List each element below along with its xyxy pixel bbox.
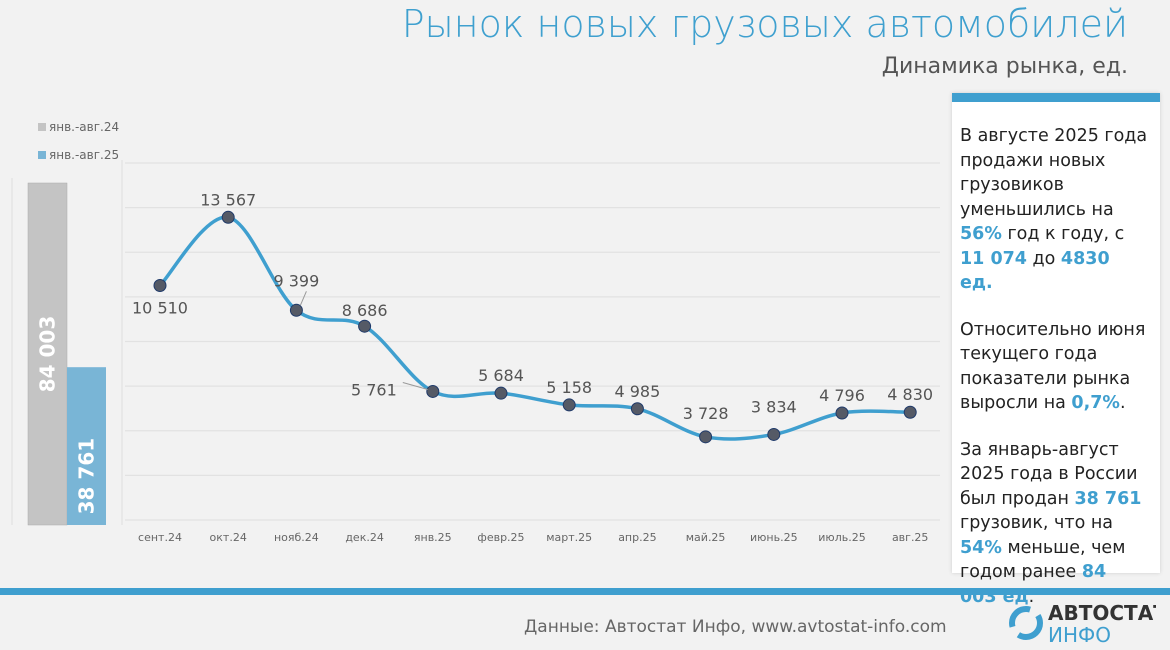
data-point (835, 406, 849, 420)
summary-text: меньше, чем годом ранее (960, 537, 1126, 583)
summary-paragraph-3: За январь-август 2025 года в России был … (960, 438, 1148, 610)
highlight-value: 11 074 (960, 248, 1027, 269)
highlight-value: 4830 ед. (960, 248, 1110, 294)
series-line (158, 215, 911, 441)
x-tick-label: март.25 (546, 531, 592, 544)
source-note: Данные: Автостат Инфо, www.avtostat-info… (524, 617, 947, 637)
data-label: 5 684 (478, 366, 524, 385)
label-leader (402, 381, 428, 390)
data-label: 8 686 (342, 301, 388, 320)
data-label: 4 796 (819, 386, 865, 405)
page-title: Рынок новых грузовых автомобилей (401, 2, 1128, 46)
x-tick-label: сент.24 (138, 531, 182, 544)
bar (27, 182, 68, 526)
legend-item-2025: янв.-авг.25 (38, 148, 119, 162)
legend-swatch (38, 123, 46, 131)
x-tick-label: июль.25 (818, 531, 865, 544)
data-point (903, 405, 917, 419)
data-label: 13 567 (200, 190, 256, 209)
x-tick-label: июнь.25 (750, 531, 798, 544)
x-tick-label: окт.24 (210, 531, 247, 544)
summary-paragraph-2: Относительно июня текущего года показате… (960, 318, 1148, 416)
data-label: 3 728 (683, 404, 729, 423)
data-point (630, 402, 644, 416)
summary-text: до (1026, 248, 1061, 269)
label-leader (299, 291, 307, 306)
summary-paragraph-1: В августе 2025 года продажи новых грузов… (960, 124, 1148, 296)
logo-text-bottom: ИНФО (1048, 623, 1111, 645)
charts: 84 003 38 761 10 510 сент.24 13 567 окт.24 9 3… (11, 160, 940, 544)
bar-value-label: 84 003 (36, 316, 60, 393)
x-tick-label: апр.25 (618, 531, 656, 544)
summary-panel: В августе 2025 года продажи новых грузов… (952, 93, 1160, 607)
summary-text: Относительно июня текущего года показате… (960, 319, 1146, 414)
data-point (767, 427, 781, 441)
data-point (562, 398, 576, 412)
x-tick-label: нояб.24 (274, 531, 319, 544)
data-label: 9 399 (273, 271, 319, 290)
x-tick-label: янв.25 (414, 531, 452, 544)
legend-label: янв.-авг.24 (49, 120, 120, 134)
summary-text: год к году, с (1001, 224, 1125, 244)
data-label: 5 761 (351, 380, 397, 399)
bar-value-label: 38 761 (75, 438, 99, 515)
highlight-value: 56% (960, 224, 1002, 244)
page-subtitle: Динамика рынка, ед. (881, 54, 1128, 79)
data-point (221, 210, 235, 224)
data-point (699, 430, 713, 444)
footer-divider (0, 588, 1170, 595)
summary-text: За январь-август 2025 года в России был … (960, 439, 1138, 509)
highlight-value: 0,7% (1071, 393, 1120, 413)
data-label: 3 834 (751, 397, 797, 416)
x-tick-label: февр.25 (477, 531, 524, 544)
summary-text: . (1028, 586, 1035, 607)
data-point (289, 303, 303, 317)
data-label: 5 158 (546, 378, 592, 397)
summary-text: . (1119, 393, 1126, 413)
data-point (153, 278, 167, 292)
legend-label: янв.-авг.25 (49, 148, 120, 162)
data-point (494, 386, 508, 400)
data-point (426, 384, 440, 398)
summary-text: грузовик, что на (960, 513, 1114, 533)
bar (67, 367, 106, 525)
highlight-value: 38 761 (1074, 488, 1142, 509)
panel-accent-bar (952, 93, 1160, 102)
summary-text: В августе 2025 года продажи новых грузов… (960, 126, 1148, 220)
data-label: 4 830 (887, 385, 933, 404)
data-label: 4 985 (614, 382, 660, 401)
highlight-value: 54% (960, 537, 1002, 558)
data-point (358, 319, 372, 333)
avtostat-logo: АВТОСТАТ ИНФО (1006, 600, 1167, 647)
logo-text-top: АВТОСТАТ (1048, 601, 1156, 625)
x-tick-label: май.25 (686, 531, 726, 544)
data-label: 10 510 (132, 298, 188, 317)
legend-item-2024: янв.-авг.24 (38, 120, 119, 134)
legend-swatch (38, 151, 46, 159)
x-tick-label: дек.24 (345, 531, 384, 544)
x-tick-label: авг.25 (892, 531, 929, 544)
